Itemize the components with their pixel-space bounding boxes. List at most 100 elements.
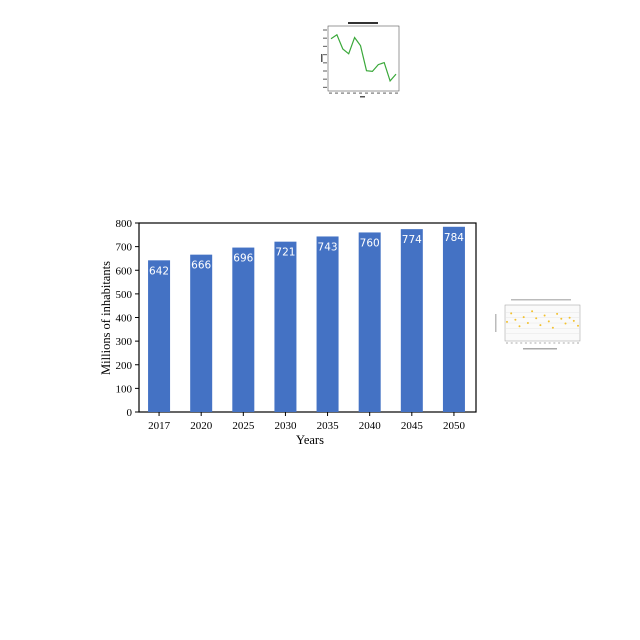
thumb-scatter-xtick	[548, 342, 551, 344]
thumb-scatter-point	[556, 312, 559, 315]
x-tick-label: 2050	[443, 420, 466, 432]
scatter-chart-thumbnail	[495, 299, 581, 350]
y-axis-label: Millions of inhabitants	[99, 261, 113, 375]
thumb-line-xtick	[329, 92, 332, 94]
thumb-scatter-xtick	[539, 342, 542, 344]
thumb-scatter-point	[572, 319, 575, 322]
thumb-line-title-smudge	[348, 22, 378, 24]
thumb-scatter-xtick	[510, 342, 513, 344]
x-tick-label: 2030	[274, 420, 297, 432]
thumb-scatter-title-smudge	[511, 299, 571, 301]
bar	[442, 226, 465, 412]
bar-value-label: 784	[444, 232, 464, 244]
bar	[400, 229, 423, 412]
thumb-line-series	[330, 33, 397, 83]
thumb-line-ytick	[323, 37, 327, 39]
thumb-scatter-xlabel-smudge	[523, 348, 557, 350]
thumb-scatter-xtick	[562, 342, 565, 344]
bar-value-label: 721	[275, 247, 295, 259]
thumb-scatter-ylabel-smudge	[495, 314, 497, 332]
x-axis: 2017 2020 2025 2030 2035 2040 2045 2050	[148, 412, 465, 432]
thumb-line-ytick	[323, 70, 327, 72]
thumb-line-xtick	[371, 92, 374, 94]
thumb-line-xtick	[389, 92, 392, 94]
thumb-scatter-point	[560, 317, 563, 320]
thumb-scatter-xtick	[524, 342, 527, 344]
thumb-scatter-point	[568, 316, 571, 319]
bar	[358, 232, 381, 412]
thumb-line-xtick	[347, 92, 350, 94]
bars: 642 666 696 721 743 760 774 784	[148, 226, 465, 412]
y-tick-label: 600	[116, 265, 133, 277]
x-tick-label: 2017	[148, 420, 171, 432]
line-chart-thumbnail	[321, 22, 400, 98]
thumb-scatter-point	[506, 320, 508, 323]
y-tick-label: 0	[127, 407, 133, 419]
y-tick-label: 700	[116, 242, 133, 254]
thumb-line-ytick	[323, 54, 327, 56]
thumb-line-ytick	[323, 78, 327, 80]
thumb-scatter-point	[551, 326, 554, 329]
thumb-line-xtick	[335, 92, 338, 94]
thumb-line-ytick	[323, 86, 327, 88]
population-bar-chart: 0 100 200 300 400 500 600 700 800 642 666 696 721 74…	[99, 218, 477, 447]
bar	[190, 254, 213, 412]
thumb-scatter-point	[518, 325, 521, 328]
bar-value-label: 743	[318, 241, 338, 253]
thumb-scatter-point	[535, 317, 538, 320]
thumb-line-xtick	[383, 92, 386, 94]
thumb-scatter-xtick	[506, 342, 508, 344]
x-tick-label: 2025	[232, 420, 255, 432]
y-tick-label: 200	[116, 360, 133, 372]
thumb-scatter-xtick	[520, 342, 523, 344]
y-tick-label: 500	[116, 289, 133, 301]
x-axis-label: Years	[296, 433, 324, 447]
thumb-scatter-xtick	[515, 342, 518, 344]
thumb-line-xtick	[353, 92, 356, 94]
plot-frame	[138, 222, 477, 413]
thumb-scatter-xtick	[529, 342, 532, 344]
y-tick-label: 400	[116, 313, 133, 325]
x-tick-label: 2020	[190, 420, 213, 432]
x-tick-label: 2040	[359, 420, 382, 432]
thumb-scatter-xtick	[558, 342, 561, 344]
thumb-scatter-xtick	[553, 342, 556, 344]
thumb-line-ylabel-smudge	[321, 54, 323, 62]
thumb-scatter-point	[514, 318, 517, 321]
thumb-scatter-point	[564, 322, 567, 325]
thumb-line-ticks	[323, 29, 398, 94]
y-tick-label: 100	[116, 383, 133, 395]
y-tick-label: 800	[116, 218, 133, 230]
thumb-scatter-grid	[505, 312, 580, 344]
thumb-line-xtick	[341, 92, 344, 94]
thumb-scatter-xtick	[567, 342, 570, 344]
thumb-scatter-point	[577, 324, 579, 327]
thumb-line-xtick	[395, 92, 398, 94]
thumb-scatter-xtick	[572, 342, 575, 344]
thumb-line-ytick	[323, 45, 327, 47]
thumb-scatter-point	[526, 322, 529, 324]
thumb-line-xtick	[359, 92, 362, 94]
thumb-scatter-point	[510, 312, 513, 315]
thumb-scatter-point	[531, 310, 534, 313]
thumb-line-xtick	[365, 92, 368, 94]
bar-value-label: 774	[402, 234, 422, 246]
thumb-scatter-point	[547, 320, 550, 323]
thumb-scatter-xtick	[543, 342, 546, 344]
thumb-line-ytick	[323, 29, 327, 31]
bar-value-label: 760	[360, 237, 380, 249]
x-tick-label: 2045	[401, 420, 424, 432]
bar-value-label: 666	[191, 260, 211, 272]
y-axis: 0 100 200 300 400 500 600 700 800	[116, 218, 139, 419]
bar	[316, 236, 339, 412]
thumb-line-xlabel-smudge	[360, 96, 365, 98]
thumb-line-xtick	[377, 92, 380, 94]
y-tick-label: 300	[116, 336, 133, 348]
bar-value-label: 642	[149, 265, 169, 277]
thumb-scatter-xtick	[577, 342, 579, 344]
thumb-line-ytick	[323, 62, 327, 64]
thumb-scatter-point	[543, 314, 546, 317]
thumb-scatter-point	[539, 324, 542, 327]
bar	[274, 241, 297, 412]
thumb-scatter-point	[522, 316, 525, 319]
